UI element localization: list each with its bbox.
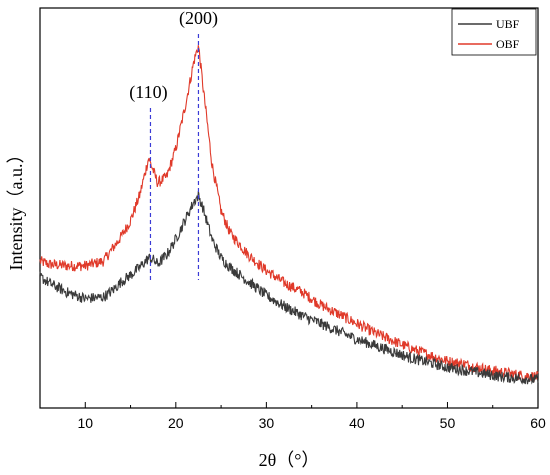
x-tick-label: 10: [77, 415, 93, 431]
x-tick-label: 50: [440, 415, 456, 431]
legend-box: [451, 8, 537, 56]
plot-axes: 10 20 30 40 50 60: [39, 7, 546, 431]
x-axis-label: 2θ（°）: [259, 450, 320, 470]
x-tick-label: 30: [259, 415, 275, 431]
plot-frame: [39, 7, 539, 409]
legend: UBF OBF: [451, 8, 537, 56]
y-axis-label: Intensity（a.u.）: [6, 146, 26, 271]
x-tick-label: 40: [349, 415, 365, 431]
legend-label: UBF: [496, 17, 520, 31]
peak-label: (110): [129, 82, 167, 103]
series-line-ubf: [39, 191, 539, 385]
peak-label: (200): [179, 8, 218, 29]
series-layer: [39, 45, 539, 385]
peak-annotations: (110) (200): [129, 8, 218, 280]
x-tick-label: 60: [530, 415, 546, 431]
legend-label: OBF: [496, 37, 520, 51]
x-tick-label: 20: [168, 415, 184, 431]
series-line-obf: [39, 45, 539, 383]
